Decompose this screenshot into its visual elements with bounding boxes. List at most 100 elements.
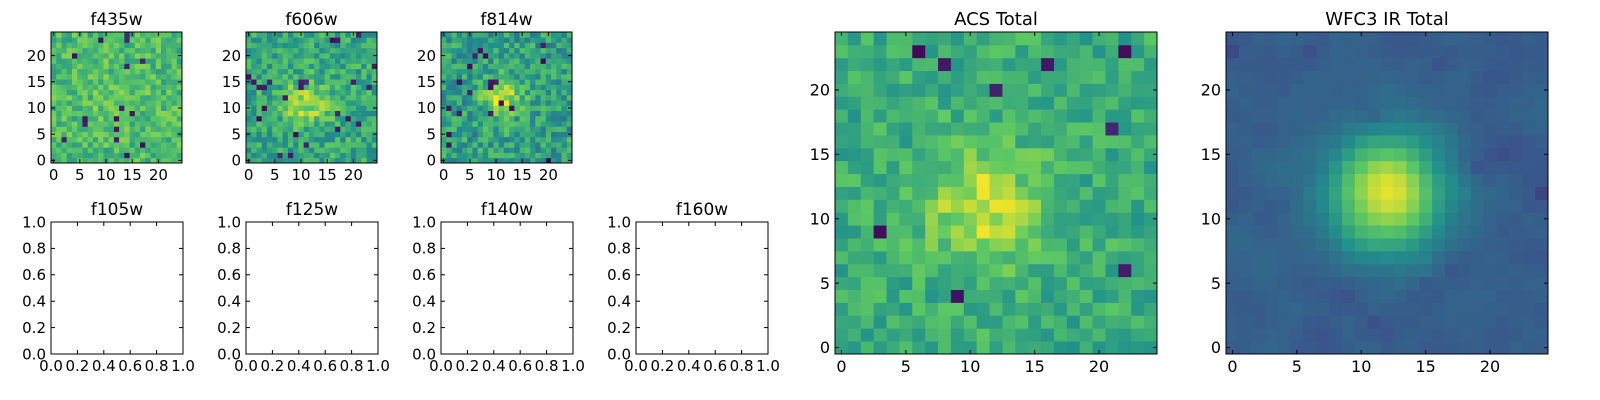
heatmap-cell bbox=[847, 186, 862, 200]
heatmap-cell bbox=[1509, 44, 1523, 59]
panel-title: f140w bbox=[481, 200, 533, 220]
heatmap-cell bbox=[545, 47, 552, 54]
heatmap-cell bbox=[324, 142, 331, 148]
heatmap-cell bbox=[124, 84, 130, 91]
heatmap-cell bbox=[1144, 147, 1158, 162]
heatmap-cell bbox=[488, 110, 494, 117]
heatmap-cell bbox=[98, 94, 104, 101]
x-tick-label: 15 bbox=[1415, 357, 1435, 376]
heatmap-cell bbox=[171, 121, 178, 127]
x-tick-label: 0 bbox=[439, 166, 449, 184]
heatmap-cell bbox=[66, 152, 73, 159]
heatmap-cell bbox=[1329, 302, 1343, 316]
heatmap-cell bbox=[256, 32, 263, 38]
heatmap-cell bbox=[556, 126, 562, 132]
heatmap-cell bbox=[1264, 289, 1278, 303]
heatmap-cell bbox=[1457, 96, 1472, 110]
heatmap-cell bbox=[277, 84, 284, 91]
heatmap-cell bbox=[246, 136, 252, 143]
heatmap-cell bbox=[488, 84, 494, 91]
heatmap-cell bbox=[456, 100, 463, 106]
heatmap-cell bbox=[113, 63, 120, 70]
heatmap-cell bbox=[1380, 250, 1394, 265]
heatmap-cell bbox=[1470, 341, 1484, 355]
heatmap-cell bbox=[860, 44, 875, 59]
heatmap-cell bbox=[540, 63, 547, 70]
heatmap-cell bbox=[277, 152, 284, 159]
heatmap-cell bbox=[119, 142, 125, 148]
heatmap-cell bbox=[335, 142, 341, 148]
heatmap-cell bbox=[113, 142, 120, 148]
heatmap-cell bbox=[451, 126, 458, 132]
heatmap-cell bbox=[1118, 44, 1132, 59]
heatmap-cell bbox=[472, 52, 479, 59]
heatmap-cell bbox=[345, 79, 352, 85]
heatmap-cell bbox=[446, 131, 452, 138]
heatmap-cell bbox=[261, 63, 268, 70]
x-tick-label: 5 bbox=[465, 166, 475, 184]
heatmap-cell bbox=[1105, 212, 1119, 226]
heatmap-cell bbox=[1432, 57, 1446, 72]
heatmap-cell bbox=[498, 73, 505, 80]
heatmap-cell bbox=[1316, 109, 1330, 123]
heatmap-cell bbox=[545, 126, 552, 132]
heatmap-cell bbox=[108, 100, 115, 106]
heatmap-cell bbox=[925, 328, 939, 342]
heatmap-cell bbox=[1118, 109, 1132, 123]
heatmap-cell bbox=[847, 289, 862, 303]
heatmap-cell bbox=[329, 131, 336, 138]
heatmap-cell bbox=[308, 89, 315, 96]
heatmap-cell bbox=[345, 157, 352, 164]
heatmap-cell bbox=[87, 152, 94, 159]
heatmap-cell bbox=[98, 100, 104, 106]
x-tick-label: 0 bbox=[1227, 357, 1237, 376]
heatmap-cell bbox=[989, 276, 1003, 290]
heatmap-cell bbox=[272, 58, 278, 64]
heatmap-cell bbox=[140, 110, 146, 117]
heatmap-cell bbox=[561, 73, 568, 80]
heatmap-cell bbox=[82, 84, 89, 91]
heatmap-cell bbox=[251, 63, 257, 70]
heatmap-cell bbox=[1341, 173, 1356, 187]
heatmap-cell bbox=[282, 68, 289, 75]
heatmap-cell bbox=[61, 142, 68, 148]
heatmap-cell bbox=[145, 105, 151, 111]
heatmap-cell bbox=[282, 157, 289, 164]
heatmap-cell bbox=[1053, 186, 1068, 200]
heatmap-cell bbox=[1535, 160, 1549, 175]
heatmap-cell bbox=[472, 121, 479, 127]
heatmap-cell bbox=[1226, 70, 1240, 84]
heatmap-cell bbox=[503, 115, 510, 122]
heatmap-cell bbox=[261, 89, 268, 96]
heatmap-cell bbox=[519, 126, 526, 132]
heatmap-cell bbox=[124, 131, 130, 138]
heatmap-cell bbox=[261, 84, 268, 91]
heatmap-cell bbox=[482, 126, 489, 132]
heatmap-cell bbox=[976, 328, 990, 342]
heatmap-cell bbox=[503, 131, 510, 138]
x-tick-label: 0.2 bbox=[650, 357, 674, 375]
heatmap-cell bbox=[1444, 135, 1459, 149]
heatmap-cell bbox=[456, 131, 463, 138]
heatmap-cell bbox=[1316, 135, 1330, 149]
heatmap-cell bbox=[92, 94, 99, 101]
heatmap-cell bbox=[1354, 276, 1369, 290]
heatmap-cell bbox=[166, 58, 172, 64]
heatmap-cell bbox=[319, 47, 325, 54]
heatmap-cell bbox=[1226, 135, 1240, 149]
heatmap-cell bbox=[535, 115, 541, 122]
heatmap-cell bbox=[1535, 186, 1549, 200]
heatmap-cell bbox=[324, 115, 331, 122]
heatmap-cell bbox=[1483, 70, 1497, 84]
heatmap-cell bbox=[551, 37, 557, 43]
heatmap-cell bbox=[98, 42, 104, 49]
heatmap-cell bbox=[308, 79, 315, 85]
heatmap-cell bbox=[87, 142, 94, 148]
heatmap-cell bbox=[493, 52, 500, 59]
heatmap-cell bbox=[92, 37, 99, 43]
heatmap-cell bbox=[963, 96, 978, 110]
heatmap-cell bbox=[1277, 276, 1291, 290]
heatmap-cell bbox=[1470, 276, 1484, 290]
heatmap-cell bbox=[488, 42, 494, 49]
heatmap-cell bbox=[66, 63, 73, 70]
